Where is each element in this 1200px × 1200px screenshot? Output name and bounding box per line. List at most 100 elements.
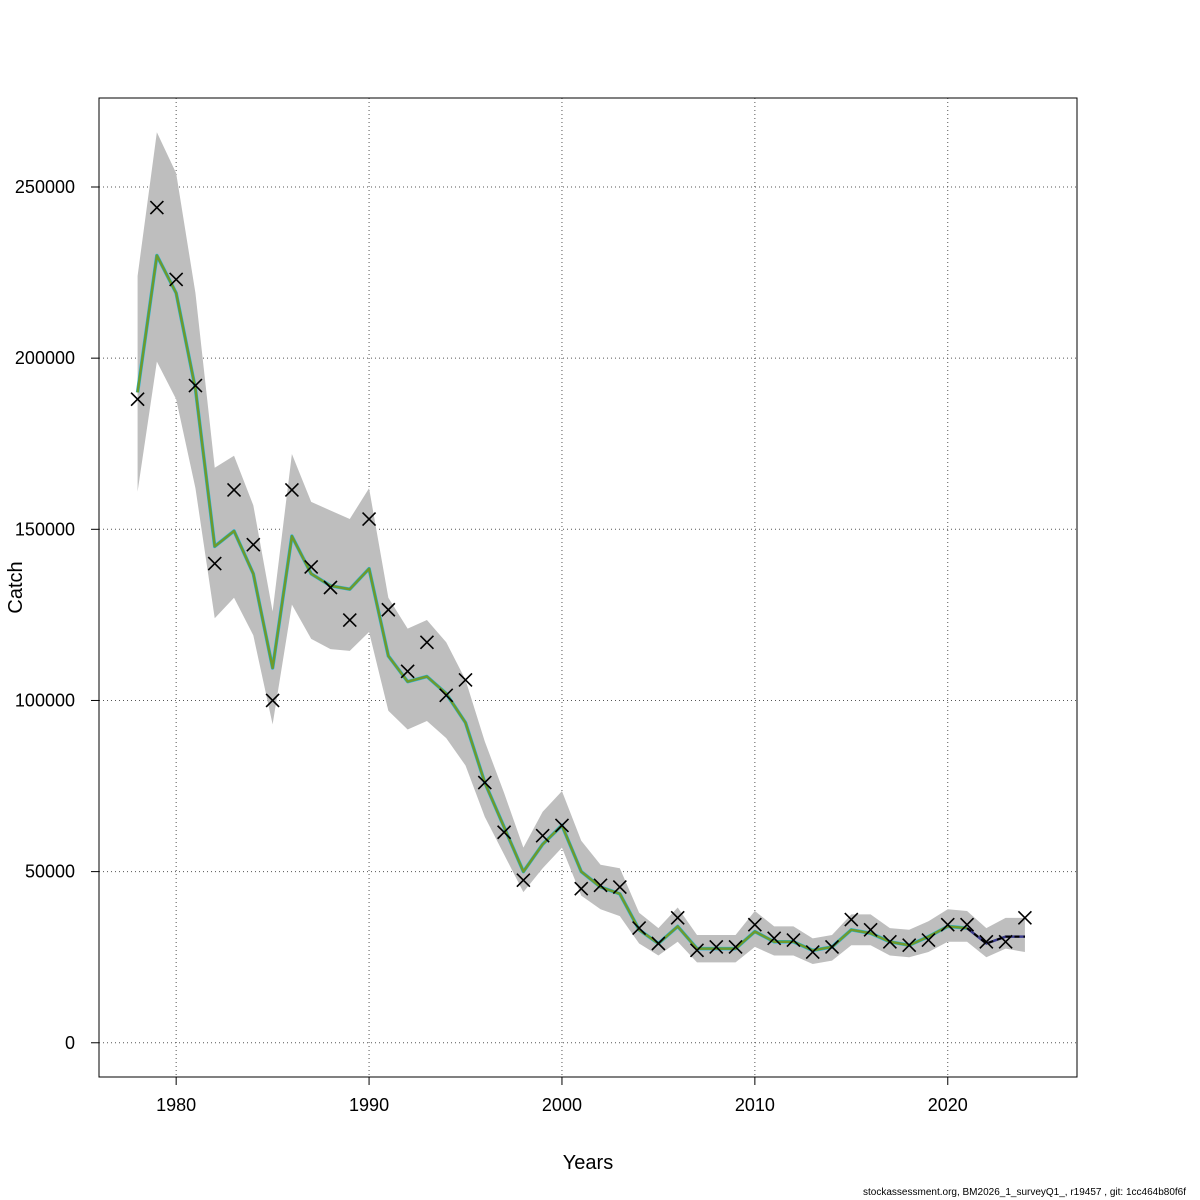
observation-marker	[593, 878, 608, 893]
observation-stroke	[188, 378, 203, 393]
observation-stroke	[284, 482, 299, 498]
observation-marker	[882, 934, 897, 949]
observation-stroke	[979, 934, 994, 949]
observation-stroke	[439, 688, 454, 703]
observation-marker	[998, 934, 1013, 949]
y-tick-label: 150000	[15, 519, 75, 539]
observation-marker	[844, 912, 859, 927]
observation-marker	[246, 537, 261, 552]
observation-stroke	[998, 934, 1013, 949]
observation-marker	[323, 580, 338, 595]
x-tick-label: 1980	[156, 1095, 196, 1115]
axis-ticks: 1980 1990 2000 2010 2020 0 50000 100000 150000 20…	[15, 177, 968, 1115]
observation-marker	[979, 934, 994, 949]
observation-stroke	[921, 933, 936, 948]
observation-marker	[651, 936, 666, 951]
observation-marker	[419, 635, 434, 650]
x-axis-label: Years	[563, 1152, 613, 1174]
observation-marker	[940, 917, 955, 932]
observation-marker	[458, 672, 473, 687]
observation-stroke	[882, 934, 897, 949]
observation-stroke	[574, 881, 589, 896]
observation-stroke	[477, 775, 492, 790]
observation-stroke	[767, 931, 782, 946]
observation-marker	[959, 917, 975, 932]
observation-stroke	[419, 635, 434, 650]
estimate-lines	[135, 253, 1025, 953]
observation-marker	[381, 602, 396, 617]
observation-marker	[574, 881, 589, 896]
y-axis-label: Catch	[5, 561, 27, 613]
observation-marker	[747, 917, 762, 932]
observation-marker	[439, 688, 454, 703]
observation-stroke	[458, 672, 473, 687]
observation-marker	[632, 921, 647, 936]
observation-marker	[554, 818, 570, 833]
observation-stroke	[612, 879, 627, 895]
y-tick-label: 200000	[15, 348, 75, 368]
prediction-dashed-line	[966, 927, 1025, 945]
observation-stroke	[265, 693, 280, 708]
observation-stroke	[805, 944, 820, 960]
observation-marker	[805, 944, 820, 960]
observation-stroke	[902, 938, 917, 953]
observation-stroke	[728, 939, 743, 954]
observation-marker	[188, 378, 203, 393]
observation-marker	[902, 938, 917, 953]
observation-marker	[361, 511, 377, 527]
observation-stroke	[304, 559, 319, 575]
observation-stroke	[226, 482, 242, 498]
estimate-line	[136, 254, 968, 952]
observation-points	[130, 200, 1032, 960]
observation-stroke	[361, 511, 377, 527]
observation-stroke	[342, 612, 357, 628]
observation-marker	[130, 392, 145, 407]
observation-stroke	[709, 939, 724, 954]
observation-stroke	[400, 664, 415, 679]
observation-stroke	[1017, 910, 1032, 925]
observation-marker	[612, 879, 627, 895]
observation-stroke	[535, 828, 550, 843]
x-tick-label: 2000	[542, 1095, 582, 1115]
observation-stroke	[670, 910, 685, 925]
observation-stroke	[130, 392, 145, 407]
observation-marker	[400, 664, 415, 679]
observation-stroke	[940, 917, 955, 932]
observation-marker	[824, 939, 840, 954]
observation-stroke	[863, 922, 878, 937]
observation-stroke	[959, 917, 975, 932]
observation-stroke	[323, 580, 338, 595]
observation-stroke	[381, 602, 396, 617]
observation-marker	[207, 556, 222, 571]
observation-stroke	[786, 933, 801, 948]
observation-stroke	[554, 818, 570, 833]
x-tick-label: 2010	[735, 1095, 775, 1115]
observation-marker	[342, 612, 357, 628]
x-tick-label: 1990	[349, 1095, 389, 1115]
observation-marker	[709, 939, 724, 954]
observation-marker	[516, 873, 531, 888]
observation-marker	[535, 828, 550, 843]
observation-marker	[1017, 910, 1032, 925]
observation-stroke	[689, 943, 705, 958]
observation-stroke	[844, 912, 859, 927]
observation-marker	[786, 933, 801, 948]
observation-stroke	[632, 921, 647, 936]
observation-marker	[767, 931, 782, 946]
observation-marker	[670, 910, 685, 925]
y-tick-label: 0	[65, 1033, 75, 1053]
observation-stroke	[497, 825, 512, 840]
observation-marker	[149, 200, 164, 215]
observation-marker	[477, 775, 492, 790]
y-tick-label: 100000	[15, 690, 75, 710]
observation-marker	[689, 943, 705, 958]
observation-marker	[265, 693, 280, 708]
observation-marker	[497, 825, 512, 840]
observation-stroke	[824, 939, 840, 954]
observation-stroke	[246, 537, 261, 552]
observation-stroke	[207, 556, 222, 571]
y-tick-label: 250000	[15, 177, 75, 197]
y-tick-label: 50000	[25, 862, 75, 882]
observation-marker	[304, 559, 319, 575]
